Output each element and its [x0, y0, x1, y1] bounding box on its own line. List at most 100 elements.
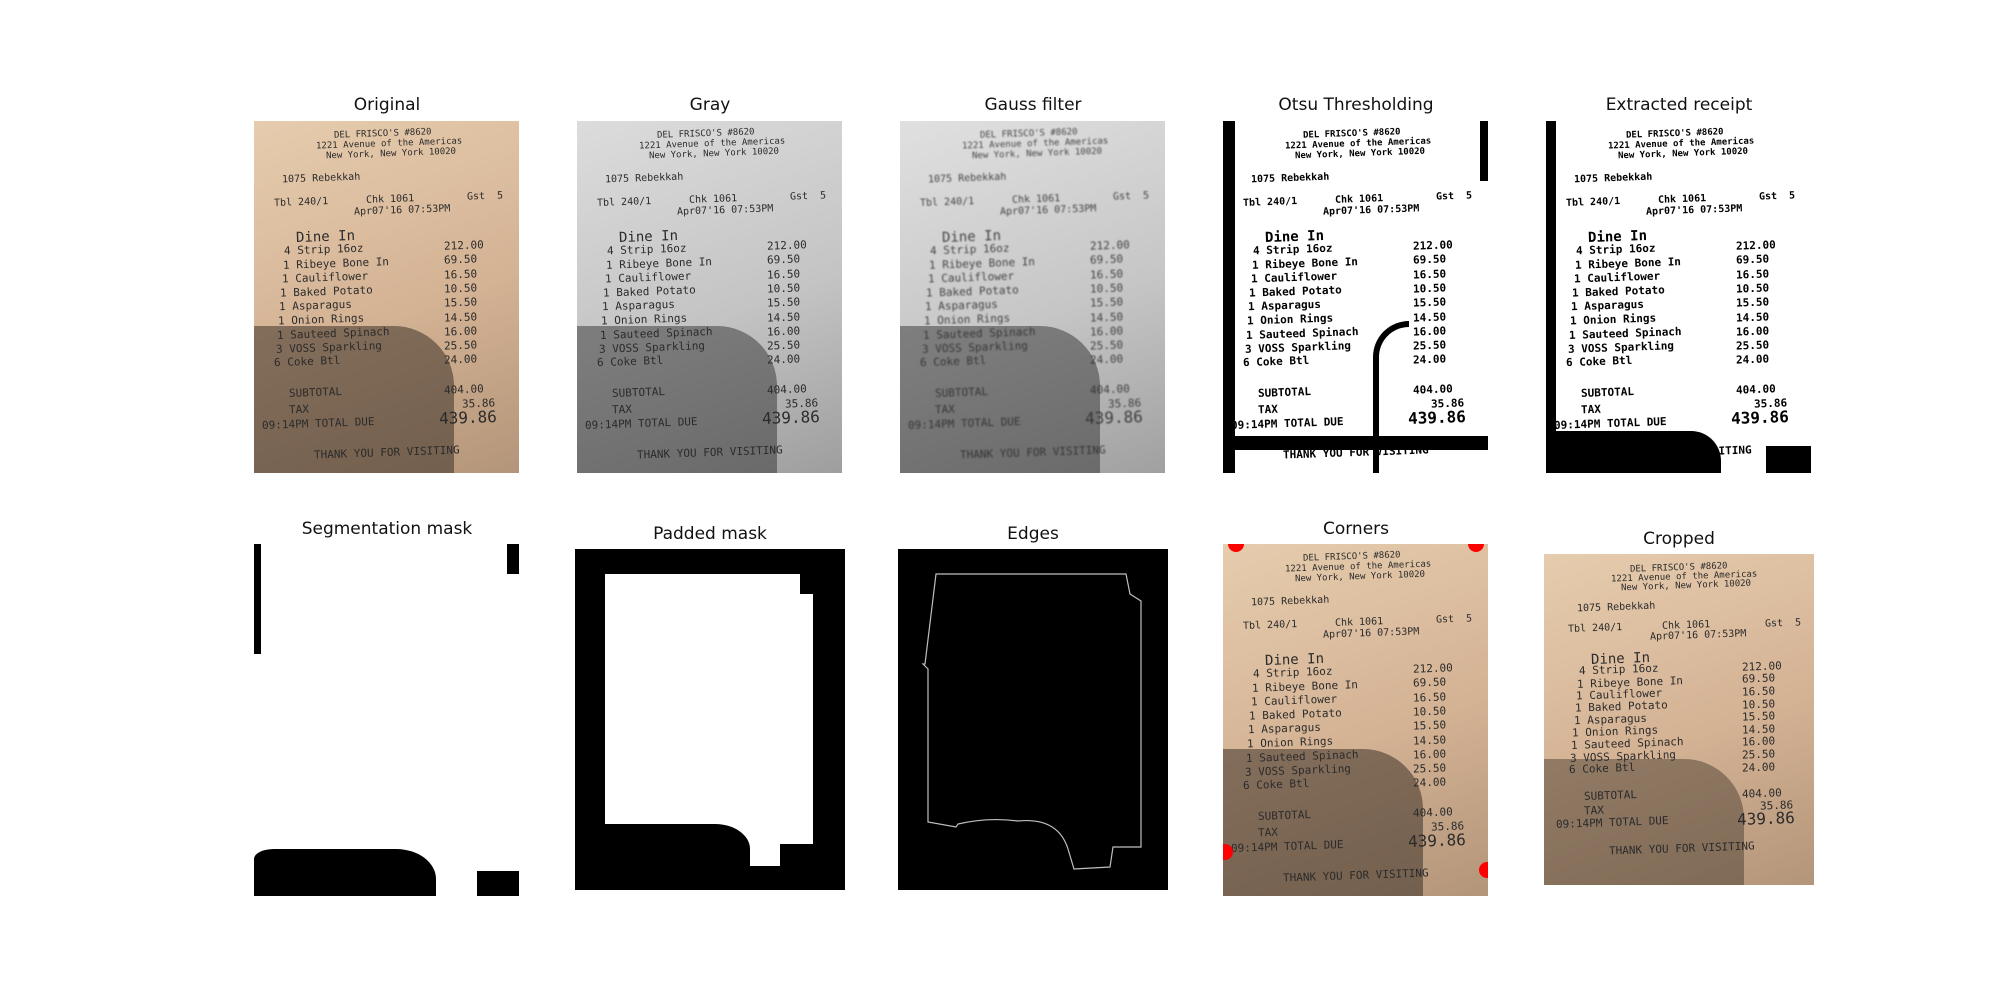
receipt-item-price: 69.50 [1412, 675, 1447, 690]
receipt-table: Tbl 240/1 [1242, 619, 1298, 632]
receipt-footer: THANK YOU FOR VISITING [959, 443, 1106, 462]
padded-mask [575, 549, 845, 890]
receipt-item-name: 6 Coke Btl [920, 353, 987, 370]
corner-marker-top-left [1228, 544, 1244, 552]
receipt-item-name: 1 Baked Potato [280, 283, 374, 300]
gauss-image: DEL FRISCO'S #8620 1221 Avenue of the Ame… [900, 121, 1165, 473]
receipt-item-price: 16.00 [1412, 747, 1447, 762]
receipt-item-name: 1 Onion Rings [1569, 311, 1657, 328]
receipt-item-name: 6 Coke Btl [1243, 776, 1310, 793]
receipt-item-name: 1 Onion Rings [923, 311, 1011, 328]
segmentation-mask [254, 544, 519, 896]
receipt-subtotal-label: SUBTOTAL [934, 385, 989, 400]
receipt-item-price: 16.50 [1741, 684, 1776, 699]
panel-title-otsu: Otsu Thresholding [1278, 95, 1434, 115]
receipt-item-name: 1 Baked Potato [1249, 706, 1343, 723]
receipt-item-name: 1 Baked Potato [926, 283, 1020, 300]
receipt-datetime: Apr07'16 07:53PM [1649, 628, 1747, 643]
panel-title-gauss: Gauss filter [984, 95, 1082, 115]
receipt-item-name: 6 Coke Btl [274, 353, 341, 370]
receipt-guests: Gst 5 [466, 190, 504, 203]
receipt-item-name: 4 Strip 16oz [283, 241, 364, 258]
receipt-item-name: 4 Strip 16oz [1252, 241, 1333, 258]
panel-title-cropped: Cropped [1643, 529, 1715, 549]
padded-mask-white [605, 574, 813, 866]
receipt-item-name: 1 Onion Rings [600, 311, 688, 328]
panel-title-padded: Padded mask [653, 524, 767, 544]
receipt-item-name: 1 Asparagus [1247, 720, 1322, 737]
receipt-item-price: 212.00 [443, 238, 484, 253]
receipt-item-name: 1 Asparagus [601, 297, 676, 314]
receipt-item-price: 16.50 [766, 267, 801, 282]
receipt-tax-label: TAX [934, 402, 956, 417]
receipt-item-price: 24.00 [1735, 352, 1770, 367]
receipt-item-name: 1 Asparagus [924, 297, 999, 314]
receipt-item-name: 6 Coke Btl [1243, 353, 1310, 370]
receipt-total-label: 09:14PM TOTAL DUE [1553, 415, 1667, 432]
receipt-item-price: 16.00 [1735, 324, 1770, 339]
receipt-total-label: 09:14PM TOTAL DUE [907, 415, 1021, 432]
receipt-item-price: 69.50 [766, 252, 801, 267]
receipt-item-price: 24.00 [1412, 775, 1447, 790]
receipt-text: DEL FRISCO'S #8620 1221 Avenue of the Ame… [254, 121, 519, 473]
receipt-item-price: 69.50 [1735, 252, 1770, 267]
receipt-text: DEL FRISCO'S #8620 1221 Avenue of the Ame… [1223, 544, 1488, 896]
receipt-total-label: 09:14PM TOTAL DUE [261, 415, 375, 432]
receipt-table: Tbl 240/1 [1568, 621, 1623, 635]
receipt-item-price: 212.00 [1089, 238, 1130, 253]
receipt-item-price: 16.50 [1412, 690, 1447, 705]
receipt-item-price: 16.50 [443, 267, 478, 282]
receipt-shadow [1544, 759, 1744, 885]
receipt-item-price: 15.50 [766, 295, 801, 310]
receipt-item-price: 15.50 [1089, 295, 1124, 310]
receipt-item-name: 6 Coke Btl [1568, 760, 1636, 777]
receipt-item-price: 14.50 [766, 309, 801, 325]
extracted-image: DEL FRISCO'S #8620 1221 Avenue of the Ame… [1546, 121, 1811, 473]
receipt-item-price: 16.00 [1089, 324, 1124, 339]
receipt-item-price: 212.00 [1412, 661, 1453, 676]
corner-marker-bottom-right [1479, 862, 1488, 878]
receipt-item-price: 10.50 [1735, 281, 1770, 296]
receipt-total: 439.86 [1407, 829, 1467, 852]
receipt-item-name: 6 Coke Btl [597, 353, 664, 370]
receipt-subtotal-label: SUBTOTAL [288, 385, 343, 400]
edges-image [898, 549, 1168, 890]
receipt-server: 1075 Rebekkah [1576, 600, 1655, 615]
receipt-subtotal: 404.00 [1089, 382, 1130, 397]
receipt-item-price: 14.50 [1412, 309, 1447, 325]
receipt-subtotal: 404.00 [1412, 805, 1453, 820]
receipt-item-price: 14.50 [1735, 309, 1770, 325]
receipt-shadow [254, 326, 454, 473]
receipt-item-price: 16.50 [1089, 267, 1124, 282]
receipt-footer: THANK YOU FOR VISITING [1605, 443, 1752, 462]
receipt-server: 1075 Rebekkah [281, 171, 361, 186]
receipt-item-name: 1 Ribeye Bone In [1574, 255, 1681, 272]
receipt-item-price: 24.00 [766, 352, 801, 367]
receipt-tax-label: TAX [1257, 825, 1279, 840]
receipt-subtotal: 404.00 [1412, 382, 1453, 397]
receipt-datetime: Apr07'16 07:53PM [1322, 203, 1420, 218]
receipt-subtotal-label: SUBTOTAL [1580, 385, 1635, 400]
receipt-shadow [900, 326, 1100, 473]
mask-left-strip [254, 544, 261, 654]
receipt-item-price: 10.50 [443, 281, 478, 296]
receipt-server: 1075 Rebekkah [604, 171, 684, 186]
receipt-item-name: 1 Asparagus [1247, 297, 1322, 314]
receipt-total: 439.86 [761, 406, 821, 429]
receipt-tax-label: TAX [1257, 402, 1279, 417]
receipt-footer: THANK YOU FOR VISITING [636, 443, 783, 462]
receipt-item-name: 1 Baked Potato [603, 283, 697, 300]
receipt-footer: THANK YOU FOR VISITING [1282, 866, 1429, 885]
receipt-item-price: 10.50 [766, 281, 801, 296]
original-image: DEL FRISCO'S #8620 1221 Avenue of the Ame… [254, 121, 519, 473]
edge-contour [921, 573, 1142, 870]
receipt-server: 1075 Rebekkah [1250, 171, 1330, 186]
receipt-guests: Gst 5 [1435, 190, 1473, 203]
receipt-item-name: 1 Baked Potato [1572, 283, 1666, 300]
padded-mask-bottom-right [780, 844, 813, 869]
receipt-item-price: 16.50 [1735, 267, 1770, 282]
receipt-item-name: 1 Asparagus [278, 297, 353, 314]
bottom-blob [1546, 431, 1721, 473]
receipt-left-edge [1546, 121, 1556, 473]
mask-bottom-right [477, 871, 519, 896]
